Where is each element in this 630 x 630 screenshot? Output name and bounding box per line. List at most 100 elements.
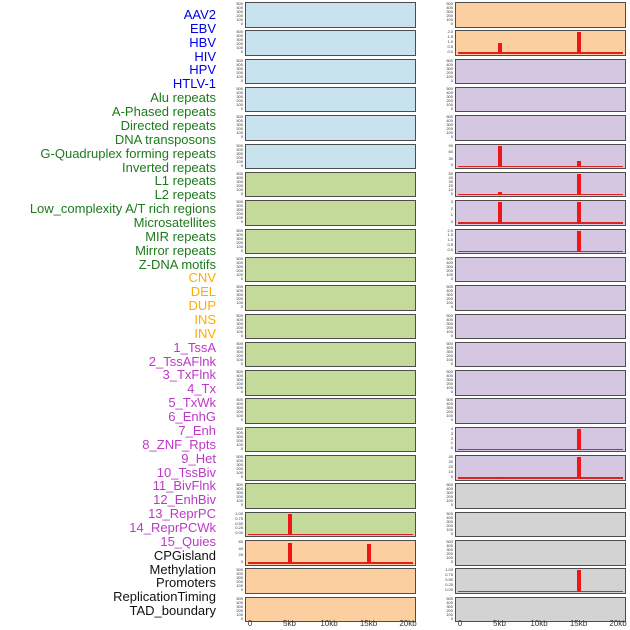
facet-panel-microsatellites <box>245 426 416 453</box>
feature-label-aav2: AAV2 <box>183 7 216 22</box>
y-axis-ticks-l2-repeats: 500 400 300 200 100 0 <box>221 370 243 394</box>
feature-label-4-tx: 4_Tx <box>187 381 216 397</box>
x-tick-label-5kb: 5kb <box>493 619 506 628</box>
y-tick-label: 200 <box>446 551 453 557</box>
y-tick-label: 100 <box>446 555 453 561</box>
signal-spike-15-quies-5kb <box>497 476 502 479</box>
y-tick-label: 400 <box>446 316 453 322</box>
y-axis-ticks-hbv: 500 400 300 200 100 0 <box>221 57 243 82</box>
feature-label-ebv: EBV <box>189 20 216 36</box>
feature-label-dup: DUP <box>188 298 216 314</box>
x-tick-label-0: 0 <box>457 619 463 628</box>
y-tick-label: 0.0 <box>447 48 453 54</box>
feature-label-del: DEL <box>190 284 216 300</box>
y-tick-label: 30 <box>448 458 453 464</box>
facet-panel-g-quadruplex-forming-repeats <box>245 285 416 311</box>
y-tick-label: 40 <box>238 545 243 551</box>
y-tick-label: 200 <box>236 267 243 273</box>
y-tick-label: 300 <box>446 377 453 383</box>
y-tick-label: 400 <box>236 288 243 294</box>
y-tick-label: 400 <box>446 89 453 95</box>
y-tick-label: 0 <box>450 190 453 196</box>
y-tick-label: 0 <box>450 77 453 83</box>
y-tick-label: 300 <box>446 122 453 128</box>
y-tick-label: 0 <box>240 219 243 225</box>
y-tick-label: 0 <box>450 417 453 423</box>
facet-panel-a-phased-repeats <box>245 200 416 226</box>
y-tick-label: 300 <box>446 547 453 553</box>
feature-label-low-complexity-a-t-rich-regions: Low_complexity A/T rich regions <box>29 201 216 217</box>
signal-spike-4-tx-15kb <box>576 160 581 168</box>
y-tick-label: 400 <box>446 61 453 67</box>
y-tick-label: 400 <box>446 599 453 605</box>
feature-label-hpv: HPV <box>189 62 216 78</box>
y-tick-label: 400 <box>446 344 453 350</box>
y-tick-label: 300 <box>236 178 243 184</box>
x-tick-label-20kb: 20kb <box>609 619 627 628</box>
facet-panel-aav2 <box>245 2 416 28</box>
y-tick-label: 500 <box>236 142 243 148</box>
y-tick-label: 1.0 <box>447 237 453 243</box>
y-tick-label: 400 <box>236 599 243 605</box>
y-tick-label: 60 <box>238 539 243 545</box>
y-tick-label: 100 <box>446 328 453 334</box>
y-tick-label: 100 <box>236 243 243 249</box>
y-axis-ticks-inv: 2.0 1.5 1.0 0.5 0.0 <box>431 30 453 54</box>
y-tick-label: 20 <box>448 182 453 188</box>
y-tick-label: 500 <box>236 199 243 205</box>
feature-label-replicationtiming: ReplicationTiming <box>113 589 216 605</box>
feature-label-hiv: HIV <box>194 48 216 64</box>
y-tick-label: 200 <box>446 126 453 132</box>
y-tick-label: 500 <box>236 397 243 403</box>
y-tick-label: 200 <box>446 522 453 528</box>
y-tick-label: 100 <box>236 158 243 164</box>
y-tick-label: 300 <box>446 93 453 99</box>
signal-baseline <box>248 533 413 536</box>
y-tick-label: 200 <box>446 352 453 358</box>
facet-panel-promoters <box>455 540 626 566</box>
y-tick-label: 0.25 <box>235 525 243 531</box>
y-tick-label: 300 <box>236 377 243 383</box>
y-tick-label: 0.5 <box>447 43 453 49</box>
y-tick-label: 0 <box>240 190 243 196</box>
y-tick-label: 400 <box>236 401 243 407</box>
y-tick-label: 500 <box>236 454 243 460</box>
y-tick-label: 0 <box>240 389 243 395</box>
y-tick-label: 0 <box>240 134 243 140</box>
y-tick-label: 400 <box>236 89 243 95</box>
signal-baseline <box>458 448 623 451</box>
y-tick-label: 300 <box>446 603 453 609</box>
y-tick-label: 500 <box>236 227 243 233</box>
y-tick-label: 400 <box>236 203 243 209</box>
feature-label-9-het: 9_Het <box>181 450 216 466</box>
y-tick-label: 400 <box>446 486 453 492</box>
y-axis-ticks-8-znf-rpts: 500 400 300 200 100 0 <box>431 256 453 280</box>
y-axis-ticks-replicationtiming: 1.00 0.75 0.50 0.25 0.00 <box>431 568 453 592</box>
x-tick-label-10kb: 10kb <box>320 619 338 628</box>
feature-label-a-phased-repeats: A-Phased repeats <box>111 104 216 120</box>
y-tick-label: 0.25 <box>445 582 453 588</box>
y-tick-label: 1 <box>450 212 453 218</box>
y-tick-label: 300 <box>236 292 243 298</box>
signal-spike-inv-5kb <box>497 43 502 54</box>
y-tick-label: 0.5 <box>447 242 453 248</box>
y-tick-label: 100 <box>236 300 243 306</box>
y-tick-label: 100 <box>236 441 243 447</box>
y-tick-label: 400 <box>446 543 453 549</box>
y-tick-label: 200 <box>236 97 243 103</box>
facet-panel-8-znf-rpts <box>455 256 626 283</box>
y-tick-label: 500 <box>236 114 243 120</box>
y-tick-label: 10 <box>448 186 453 192</box>
y-tick-label: 3 <box>450 430 453 436</box>
facet-panel-hpv <box>245 115 416 141</box>
y-axis-ticks-alu-repeats: 500 400 300 200 100 0 <box>221 171 243 196</box>
y-tick-label: 0.0 <box>447 247 453 253</box>
y-tick-label: 500 <box>446 1 453 6</box>
signal-spike-inv-15kb <box>576 32 581 54</box>
y-tick-label: 1.00 <box>445 567 453 573</box>
feature-label-mirror-repeats: Mirror repeats <box>135 242 216 258</box>
y-tick-label: 500 <box>446 595 453 601</box>
y-tick-label: 20 <box>448 463 453 469</box>
y-tick-label: 500 <box>236 57 243 63</box>
